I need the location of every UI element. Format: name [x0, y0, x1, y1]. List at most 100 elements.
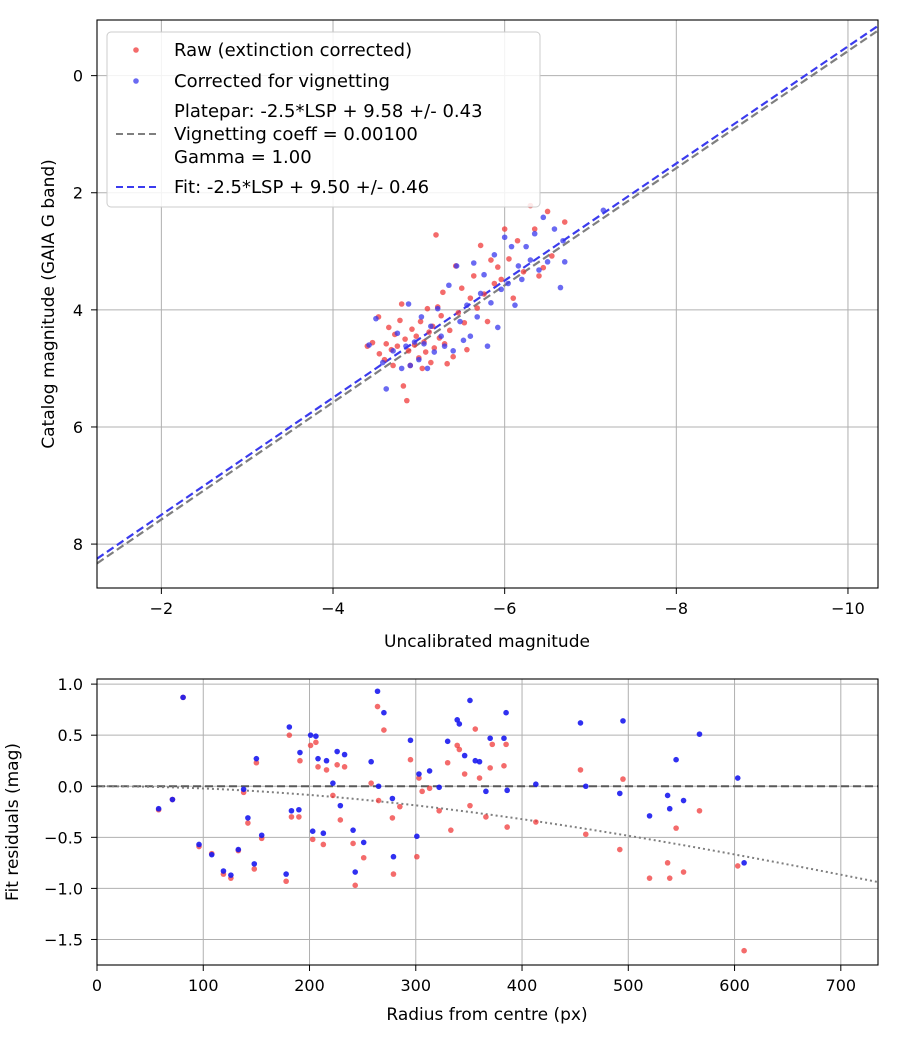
legend: Raw (extinction corrected) Corrected for…: [106, 31, 541, 208]
top-point-corrected: [501, 234, 508, 241]
bottom-point-corrected: [196, 841, 202, 848]
bottom-point-raw: [577, 767, 584, 773]
bottom-y-tick-label: 0.0: [58, 777, 83, 796]
top-point-raw: [409, 326, 415, 332]
bottom-point-corrected: [664, 792, 671, 799]
top-point-raw: [398, 301, 405, 307]
top-point-corrected: [383, 386, 390, 392]
bottom-point-corrected: [503, 709, 509, 716]
top-point-corrected: [561, 259, 568, 265]
bottom-point-raw: [352, 882, 359, 889]
bottom-point-raw: [307, 742, 314, 749]
top-point-corrected: [540, 214, 547, 221]
bottom-point-raw: [426, 785, 433, 792]
top-point-corrected: [434, 305, 441, 312]
bottom-point-corrected: [240, 786, 247, 793]
bottom-point-raw: [309, 836, 316, 843]
bottom-point-corrected: [315, 755, 321, 762]
top-point-corrected: [460, 337, 467, 344]
bottom-point-corrected: [673, 756, 679, 763]
top-point-raw: [549, 253, 555, 259]
top-plot-frame: [96, 19, 879, 589]
top-point-corrected: [421, 341, 427, 347]
top-point-raw: [383, 341, 390, 347]
bottom-point-raw: [390, 871, 397, 877]
top-point-corrected: [373, 315, 379, 322]
legend-label-platepar: Platepar: -2.5*LSP + 9.58 +/- 0.43: [174, 101, 483, 122]
top-point-corrected: [467, 333, 474, 340]
bottom-point-corrected: [288, 807, 295, 814]
top-point-raw: [506, 256, 512, 262]
top-point-corrected: [431, 349, 438, 355]
bottom-point-corrected: [487, 735, 493, 742]
bottom-point-corrected: [258, 832, 265, 839]
bottom-point-raw: [245, 820, 251, 826]
bottom-point-raw: [337, 817, 344, 823]
bottom-point-corrected: [368, 758, 374, 765]
bottom-point-raw: [456, 746, 463, 753]
bottom-point-raw: [368, 780, 374, 786]
bottom-point-corrected: [283, 871, 289, 877]
bottom-point-corrected: [741, 860, 747, 866]
top-point-corrected: [494, 324, 501, 331]
bottom-point-corrected: [352, 869, 359, 875]
bottom-point-raw: [296, 814, 302, 820]
top-point-raw: [474, 305, 481, 311]
bottom-point-corrected: [330, 780, 336, 786]
top-point-corrected: [523, 243, 529, 250]
bottom-point-corrected: [323, 757, 330, 764]
top-point-corrected: [390, 348, 396, 354]
legend-label-corrected: Corrected for vignetting: [174, 71, 390, 92]
top-scatter-points: [364, 202, 607, 404]
bottom-point-raw: [375, 797, 382, 804]
bottom-point-corrected: [235, 846, 242, 853]
top-y-tick-label: 4: [73, 301, 83, 320]
top-point-raw: [510, 295, 517, 301]
top-point-corrected: [366, 342, 372, 348]
top-point-raw: [561, 219, 568, 225]
bottom-point-corrected: [577, 720, 584, 726]
bottom-point-corrected: [483, 788, 489, 795]
top-point-raw: [540, 264, 547, 271]
bottom-point-raw: [680, 869, 687, 875]
bottom-point-raw: [582, 831, 589, 838]
bottom-x-tick-label: 200: [294, 976, 325, 995]
legend-marker-raw: [133, 47, 139, 53]
bottom-point-raw: [741, 947, 747, 954]
bottom-point-corrected: [251, 861, 258, 867]
bottom-x-ticks: 0 100 200 300 400 500 600 700: [92, 965, 856, 995]
bottom-point-raw: [467, 802, 473, 809]
legend-label-vignetting: Vignetting coeff = 0.00100: [174, 124, 418, 145]
bottom-point-raw: [341, 764, 348, 770]
top-x-tick-label: −10: [831, 599, 865, 618]
legend-box: [106, 31, 541, 208]
top-point-corrected: [418, 314, 425, 320]
bottom-point-raw: [313, 739, 319, 746]
top-point-raw: [386, 324, 392, 331]
top-point-raw: [428, 359, 434, 366]
top-point-raw: [390, 362, 396, 369]
bottom-point-corrected: [416, 771, 422, 777]
top-point-raw: [488, 257, 494, 263]
bottom-point-corrected: [476, 758, 483, 765]
top-point-raw: [544, 208, 551, 215]
bottom-point-corrected: [341, 751, 348, 758]
top-point-corrected: [474, 314, 481, 320]
top-point-raw: [477, 242, 484, 249]
bottom-point-raw: [253, 759, 260, 766]
bottom-point-raw: [620, 776, 626, 782]
bottom-point-raw: [461, 771, 468, 777]
top-point-corrected: [407, 362, 414, 369]
bottom-point-corrected: [374, 688, 381, 695]
bottom-point-raw: [734, 863, 741, 869]
bottom-point-corrected: [313, 733, 319, 739]
top-point-raw: [413, 333, 420, 340]
top-point-corrected: [441, 343, 448, 349]
top-x-tick-label: −2: [150, 599, 174, 618]
top-point-raw: [498, 276, 505, 283]
bottom-point-corrected: [296, 806, 302, 813]
bottom-grid: [96, 679, 878, 965]
top-point-corrected: [551, 226, 558, 232]
bottom-point-raw: [483, 814, 489, 820]
top-y-tick-label: 0: [73, 67, 83, 86]
